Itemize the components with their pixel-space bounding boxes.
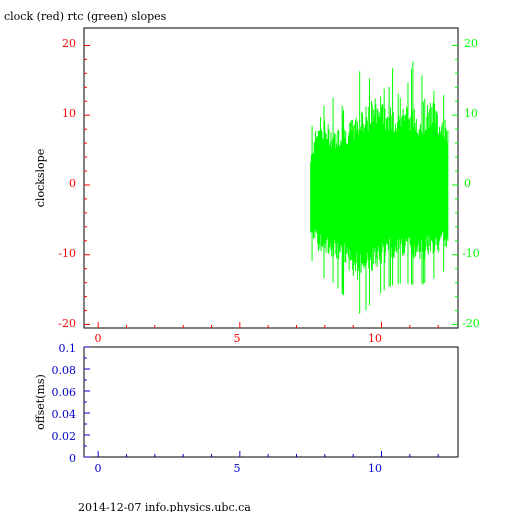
top-y-tick-left-minus10: -10 [58,247,76,260]
top-plot-ticks [84,44,458,328]
top-y-tick-left-0: 0 [69,177,76,190]
top-x-tick-10: 10 [368,332,382,345]
top-y-tick-left-10: 10 [62,107,76,120]
bottom-x-tick-10: 10 [368,462,382,475]
top-y-axis-label: clockslope [34,149,47,207]
top-y-tick-right-minus20: -20 [462,317,480,330]
rtc-slope-line [310,61,449,314]
bottom-y-tick-0.06: 0.06 [52,386,77,399]
top-y-tick-right-minus10: -10 [462,247,480,260]
top-x-tick-0: 0 [95,332,102,345]
bottom-y-tick-0.02: 0.02 [52,430,77,443]
bottom-x-tick-0: 0 [95,462,102,475]
footer-credit: 2014-12-07 info.physics.ubc.ca [78,501,251,512]
bottom-y-axis-label: offset(ms) [34,374,47,430]
bottom-x-tick-5: 5 [234,462,241,475]
top-y-tick-right-0: 0 [464,177,471,190]
chart-title: clock (red) rtc (green) slopes [4,10,167,23]
bottom-y-tick-0.1: 0.1 [59,342,77,355]
top-y-tick-left-20: 20 [62,37,76,50]
bottom-y-tick-0.08: 0.08 [52,364,77,377]
top-y-tick-right-20: 20 [464,37,478,50]
top-y-tick-right-10: 10 [464,107,478,120]
top-y-tick-left-minus20: -20 [58,317,76,330]
bottom-y-tick-0: 0 [69,452,76,465]
top-plot-frame [83,27,459,329]
bottom-y-tick-0.04: 0.04 [52,408,77,421]
top-x-tick-5: 5 [234,332,241,345]
bottom-plot-ticks [84,346,439,458]
rtc-slope-series [310,61,449,314]
bottom-plot-frame [83,346,459,458]
